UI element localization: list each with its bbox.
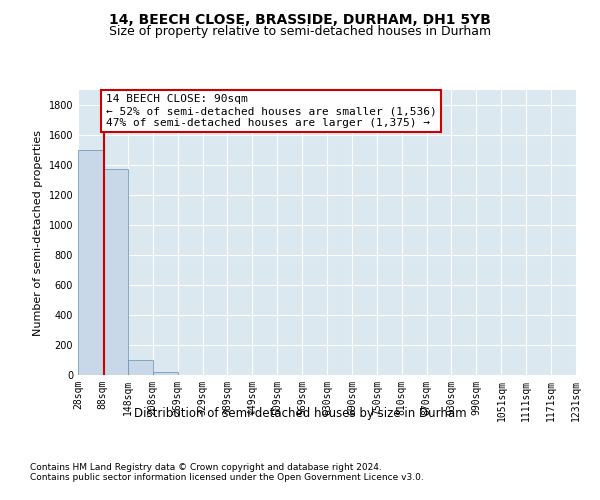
- Y-axis label: Number of semi-detached properties: Number of semi-detached properties: [33, 130, 43, 336]
- Text: Contains HM Land Registry data © Crown copyright and database right 2024.: Contains HM Land Registry data © Crown c…: [30, 462, 382, 471]
- Text: Size of property relative to semi-detached houses in Durham: Size of property relative to semi-detach…: [109, 25, 491, 38]
- Text: Contains public sector information licensed under the Open Government Licence v3: Contains public sector information licen…: [30, 472, 424, 482]
- Text: 14 BEECH CLOSE: 90sqm
← 52% of semi-detached houses are smaller (1,536)
47% of s: 14 BEECH CLOSE: 90sqm ← 52% of semi-deta…: [106, 94, 436, 128]
- Text: Distribution of semi-detached houses by size in Durham: Distribution of semi-detached houses by …: [134, 408, 466, 420]
- Bar: [128, 360, 152, 375]
- Bar: [103, 169, 128, 375]
- Bar: [78, 150, 103, 375]
- Text: 14, BEECH CLOSE, BRASSIDE, DURHAM, DH1 5YB: 14, BEECH CLOSE, BRASSIDE, DURHAM, DH1 5…: [109, 12, 491, 26]
- Bar: [152, 372, 178, 375]
